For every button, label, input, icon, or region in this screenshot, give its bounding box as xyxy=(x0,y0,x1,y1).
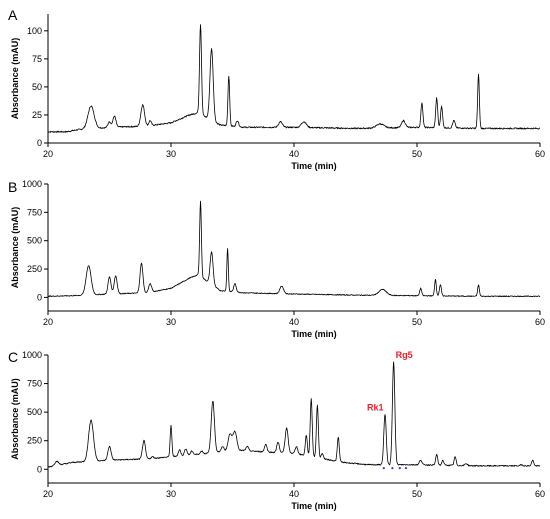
y-tick-label: 500 xyxy=(27,236,42,246)
panel-c: C 20 30 40 50 60 0 250 500 750 1000 Time (min) Absor… xyxy=(8,349,545,511)
x-tick-label: 50 xyxy=(412,149,422,159)
y-tick-label: 0 xyxy=(37,464,42,474)
x-tick-label: 30 xyxy=(166,317,176,327)
y-tick-label: 25 xyxy=(32,110,42,120)
x-axis-label: Time (min) xyxy=(291,161,336,171)
y-tick-label: 500 xyxy=(27,407,42,417)
x-tick-label: 20 xyxy=(43,149,53,159)
peak-label-rk1: Rk1 xyxy=(367,402,384,412)
x-tick-label: 60 xyxy=(535,317,545,327)
y-axis-label: Absorbance (mAU) xyxy=(10,38,20,120)
chromatogram-trace xyxy=(47,24,541,133)
x-tick-label: 40 xyxy=(289,149,299,159)
x-tick-label: 40 xyxy=(289,489,299,499)
x-tick-label: 30 xyxy=(166,149,176,159)
peak-label-rg5: Rg5 xyxy=(396,350,413,360)
y-tick-label: 50 xyxy=(32,82,42,92)
x-tick-label: 60 xyxy=(535,489,545,499)
y-tick-label: 250 xyxy=(27,264,42,274)
y-tick-label: 750 xyxy=(27,379,42,389)
y-tick-label: 0 xyxy=(37,292,42,302)
y-tick-label: 250 xyxy=(27,436,42,446)
y-axis-label: Absorbance (mAU) xyxy=(10,378,20,460)
panel-b: B 20 30 40 50 60 0 250 500 750 1000 Time (min) Absor… xyxy=(8,179,545,339)
chromatogram-trace xyxy=(47,361,541,468)
integration-marker xyxy=(391,467,394,470)
y-tick-label: 0 xyxy=(37,138,42,148)
y-tick-label: 1000 xyxy=(22,179,42,189)
panel-letter: A xyxy=(8,7,18,23)
x-tick-label: 50 xyxy=(412,317,422,327)
x-tick-label: 50 xyxy=(412,489,422,499)
y-tick-label: 75 xyxy=(32,54,42,64)
x-tick-label: 20 xyxy=(43,317,53,327)
integration-marker xyxy=(382,467,385,470)
y-tick-label: 1000 xyxy=(22,350,42,360)
x-axis-label: Time (min) xyxy=(291,329,336,339)
panel-letter: B xyxy=(8,179,17,195)
x-axis-label: Time (min) xyxy=(291,501,336,511)
y-tick-label: 100 xyxy=(27,26,42,36)
y-axis-label: Absorbance (mAU) xyxy=(10,207,20,289)
x-tick-label: 60 xyxy=(535,149,545,159)
x-tick-label: 20 xyxy=(43,489,53,499)
y-tick-label: 750 xyxy=(27,207,42,217)
x-tick-label: 30 xyxy=(166,489,176,499)
panel-letter: C xyxy=(8,349,18,365)
panel-a: A 20 30 40 50 60 0 25 50 75 100 Time (min) Absorbanc… xyxy=(8,7,545,171)
integration-marker xyxy=(398,467,401,470)
chromatogram-trace xyxy=(47,200,541,298)
integration-marker xyxy=(404,467,408,470)
x-tick-label: 40 xyxy=(289,317,299,327)
